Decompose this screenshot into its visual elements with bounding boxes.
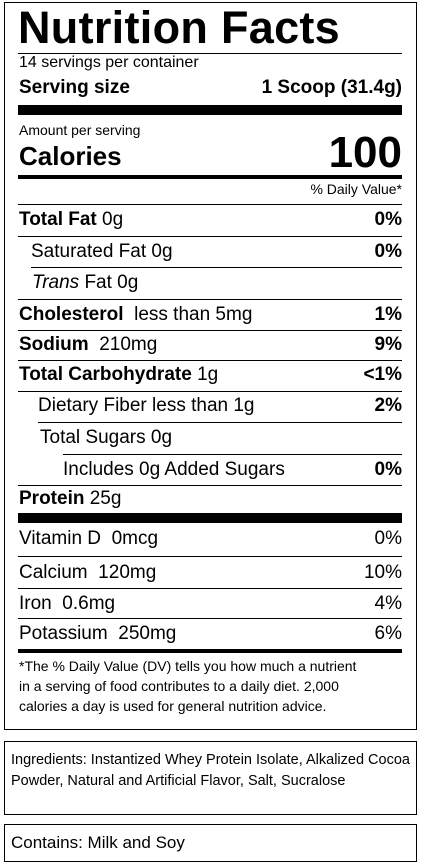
calcium-dv: 10% xyxy=(363,562,402,583)
row-rule xyxy=(18,588,402,589)
protein-label: Protein xyxy=(19,488,85,509)
row-rule xyxy=(18,299,402,300)
amount-per-serving: Amount per serving xyxy=(19,122,141,138)
total-carb-row: Total Carbohydrate 1g xyxy=(19,365,218,384)
row-rule xyxy=(18,330,402,331)
row-rule xyxy=(63,454,402,455)
saturated-fat-dv: 0% xyxy=(374,241,402,262)
vitamin-d-label: Vitamin D 0mcg xyxy=(19,528,159,549)
calories-label: Calories xyxy=(19,141,122,171)
total-fat-dv: 0% xyxy=(374,209,402,230)
protein-amount: 25g xyxy=(89,488,122,509)
iron-label: Iron 0.6mg xyxy=(19,593,116,614)
cholesterol-amount: less than 5mg xyxy=(134,304,253,325)
row-rule xyxy=(18,391,402,392)
cholesterol-dv: 1% xyxy=(374,304,402,325)
allergen-box: Contains: Milk and Soy xyxy=(4,824,417,862)
ingredients-text: Ingredients: Instantized Whey Protein Is… xyxy=(11,752,410,789)
row-rule xyxy=(18,360,402,361)
title-rule xyxy=(18,53,402,54)
row-rule xyxy=(18,485,402,486)
protein-row: Protein 25g xyxy=(19,489,121,508)
total-carb-amount: 1g xyxy=(197,364,219,385)
cholesterol-label: Cholesterol xyxy=(19,304,124,325)
added-sugars-label: Includes 0g Added Sugars xyxy=(63,459,285,480)
potassium-dv: 6% xyxy=(374,623,402,644)
nutrition-facts-panel: Nutrition Facts 14 servings per containe… xyxy=(4,2,417,730)
ingredients-box: Ingredients: Instantized Whey Protein Is… xyxy=(4,741,417,815)
vitamin-d-dv: 0% xyxy=(374,528,402,549)
total-sugars-label: Total Sugars 0g xyxy=(40,427,173,448)
footnote-line: in a serving of food contributes to a da… xyxy=(19,678,339,694)
row-rule xyxy=(18,236,402,237)
added-sugars-dv: 0% xyxy=(374,459,402,480)
trans-fat-rest: Fat 0g xyxy=(79,272,139,293)
row-rule xyxy=(31,267,402,268)
footnote-line: *The % Daily Value (DV) tells you how mu… xyxy=(19,658,357,674)
contains-text: Contains: Milk and Soy xyxy=(11,833,185,852)
sodium-row: Sodium 210mg xyxy=(19,335,157,354)
iron-dv: 4% xyxy=(374,593,402,614)
calcium-label: Calcium 120mg xyxy=(19,562,157,583)
total-carb-dv: <1% xyxy=(363,364,402,385)
potassium-label: Potassium 250mg xyxy=(19,623,177,644)
sodium-label: Sodium xyxy=(19,334,89,355)
calories-value: 100 xyxy=(328,128,402,177)
sodium-amount: 210mg xyxy=(99,334,158,355)
row-rule xyxy=(18,204,402,205)
protein-thick-rule xyxy=(18,513,402,523)
serving-thick-rule xyxy=(18,105,402,115)
saturated-fat-label: Saturated Fat 0g xyxy=(31,241,173,262)
trans-fat-row: Trans Fat 0g xyxy=(32,273,138,292)
total-fat-amount: 0g xyxy=(102,209,124,230)
daily-value-header: % Daily Value* xyxy=(310,181,402,197)
total-fat-label: Total Fat xyxy=(19,209,97,230)
row-rule xyxy=(18,556,402,557)
row-rule xyxy=(18,618,402,619)
serving-size-label: Serving size xyxy=(19,77,130,98)
servings-per-container: 14 servings per container xyxy=(19,54,199,71)
footnote-line: calories a day is used for general nutri… xyxy=(19,698,327,714)
serving-size-value: 1 Scoop (31.4g) xyxy=(261,77,402,98)
footnote-rule xyxy=(18,649,402,653)
panel-title: Nutrition Facts xyxy=(18,2,341,53)
calories-rule xyxy=(18,175,402,179)
total-fat-row: Total Fat 0g xyxy=(19,210,123,229)
sodium-dv: 9% xyxy=(374,334,402,355)
total-carb-label: Total Carbohydrate xyxy=(19,364,192,385)
row-rule xyxy=(38,422,402,423)
fiber-dv: 2% xyxy=(374,395,402,416)
trans-fat-italic: Trans xyxy=(32,272,80,293)
fiber-label: Dietary Fiber less than 1g xyxy=(38,395,255,416)
cholesterol-row: Cholesterol less than 5mg xyxy=(19,305,252,324)
